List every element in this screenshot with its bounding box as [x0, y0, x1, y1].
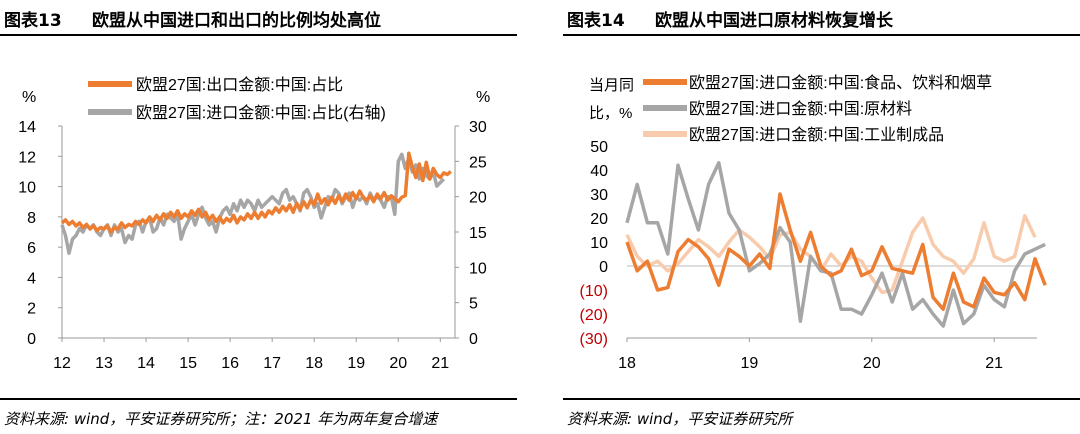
source-note: 资料来源: wind，平安证券研究所；注：2021 年为两年复合增速 [4, 410, 438, 428]
y-tick-label: 10 [590, 235, 608, 252]
x-tick-label: 19 [347, 355, 365, 372]
chart-title-bar: 图表14 欧盟从中国进口原材料恢复增长 [563, 0, 1080, 36]
y-tick-label: (10) [580, 283, 608, 300]
chart-title-bar: 图表13 欧盟从中国进口和出口的比例均处高位 [0, 0, 517, 36]
right-tick-label: 20 [469, 190, 487, 207]
y-tick-label: 0 [599, 259, 608, 276]
left-tick-label: 4 [27, 270, 36, 287]
left-tick-label: 12 [18, 149, 36, 166]
x-tick-label: 17 [263, 355, 281, 372]
figure-label: 图表13 [4, 11, 62, 31]
left-tick-label: 2 [27, 301, 36, 318]
x-tick-label: 18 [618, 355, 636, 372]
chart-title: 欧盟从中国进口和出口的比例均处高位 [92, 11, 381, 31]
x-tick-label: 20 [863, 355, 881, 372]
legend-label: 欧盟27国:进口金额:中国:占比(右轴) [136, 104, 386, 122]
x-tick-label: 20 [389, 355, 407, 372]
source-note-bar: 资料来源: wind，平安证券研究所 [563, 398, 1080, 434]
y-axis-label: 比，% [589, 105, 632, 122]
y-tick-label: 40 [590, 163, 608, 180]
source-note: 资料来源: wind，平安证券研究所 [567, 410, 793, 428]
legend-label: 欧盟27国:出口金额:中国:占比 [136, 76, 343, 94]
y-axis-label: 当月同 [589, 77, 634, 94]
left-axis-unit: % [22, 89, 36, 106]
y-tick-label: (20) [580, 307, 608, 324]
legend-label: 欧盟27国:进口金额:中国:原材料 [689, 100, 912, 118]
legend-label: 欧盟27国:进口金额:中国:食品、饮料和烟草 [689, 74, 992, 92]
legend-label: 欧盟27国:进口金额:中国:工业制成品 [689, 126, 944, 144]
right-tick-label: 0 [469, 331, 478, 348]
right-axis-unit: % [476, 89, 490, 106]
y-tick-label: (30) [580, 331, 608, 348]
x-tick-label: 21 [985, 355, 1003, 372]
x-tick-label: 21 [431, 355, 449, 372]
x-tick-label: 18 [305, 355, 323, 372]
x-tick-label: 14 [137, 355, 155, 372]
y-tick-label: 50 [590, 139, 608, 156]
series-line-import-share [60, 152, 446, 255]
y-tick-label: 30 [590, 187, 608, 204]
chart-title: 欧盟从中国进口原材料恢复增长 [655, 11, 893, 31]
x-tick-label: 12 [53, 355, 71, 372]
left-tick-label: 14 [18, 119, 36, 136]
chart-panel-14: 图表14 欧盟从中国进口原材料恢复增长 当月同比，% 欧盟27国:进口金额:中国:… [563, 0, 1080, 433]
series-line-raw-materials [625, 161, 1046, 328]
y-tick-label: 20 [590, 211, 608, 228]
series-line-industrial [625, 213, 1037, 295]
right-tick-label: 30 [469, 119, 487, 136]
left-tick-label: 6 [27, 240, 36, 257]
x-tick-label: 16 [221, 355, 239, 372]
figure-label: 图表14 [567, 11, 625, 31]
x-tick-label: 19 [740, 355, 758, 372]
right-tick-label: 10 [469, 260, 487, 277]
left-tick-label: 0 [27, 331, 36, 348]
chart-panel-13: 图表13 欧盟从中国进口和出口的比例均处高位 欧盟27国:出口金额:中国:占比欧… [0, 0, 517, 433]
right-tick-label: 15 [469, 225, 487, 242]
series-line-export-share [60, 151, 452, 234]
source-note-bar: 资料来源: wind，平安证券研究所；注：2021 年为两年复合增速 [0, 398, 517, 434]
x-tick-label: 13 [95, 355, 113, 372]
right-tick-label: 25 [469, 154, 487, 171]
left-tick-label: 8 [27, 210, 36, 227]
left-tick-label: 10 [18, 180, 36, 197]
series-line-food-beverage [625, 192, 1047, 311]
x-tick-label: 15 [179, 355, 197, 372]
right-tick-label: 5 [469, 296, 478, 313]
